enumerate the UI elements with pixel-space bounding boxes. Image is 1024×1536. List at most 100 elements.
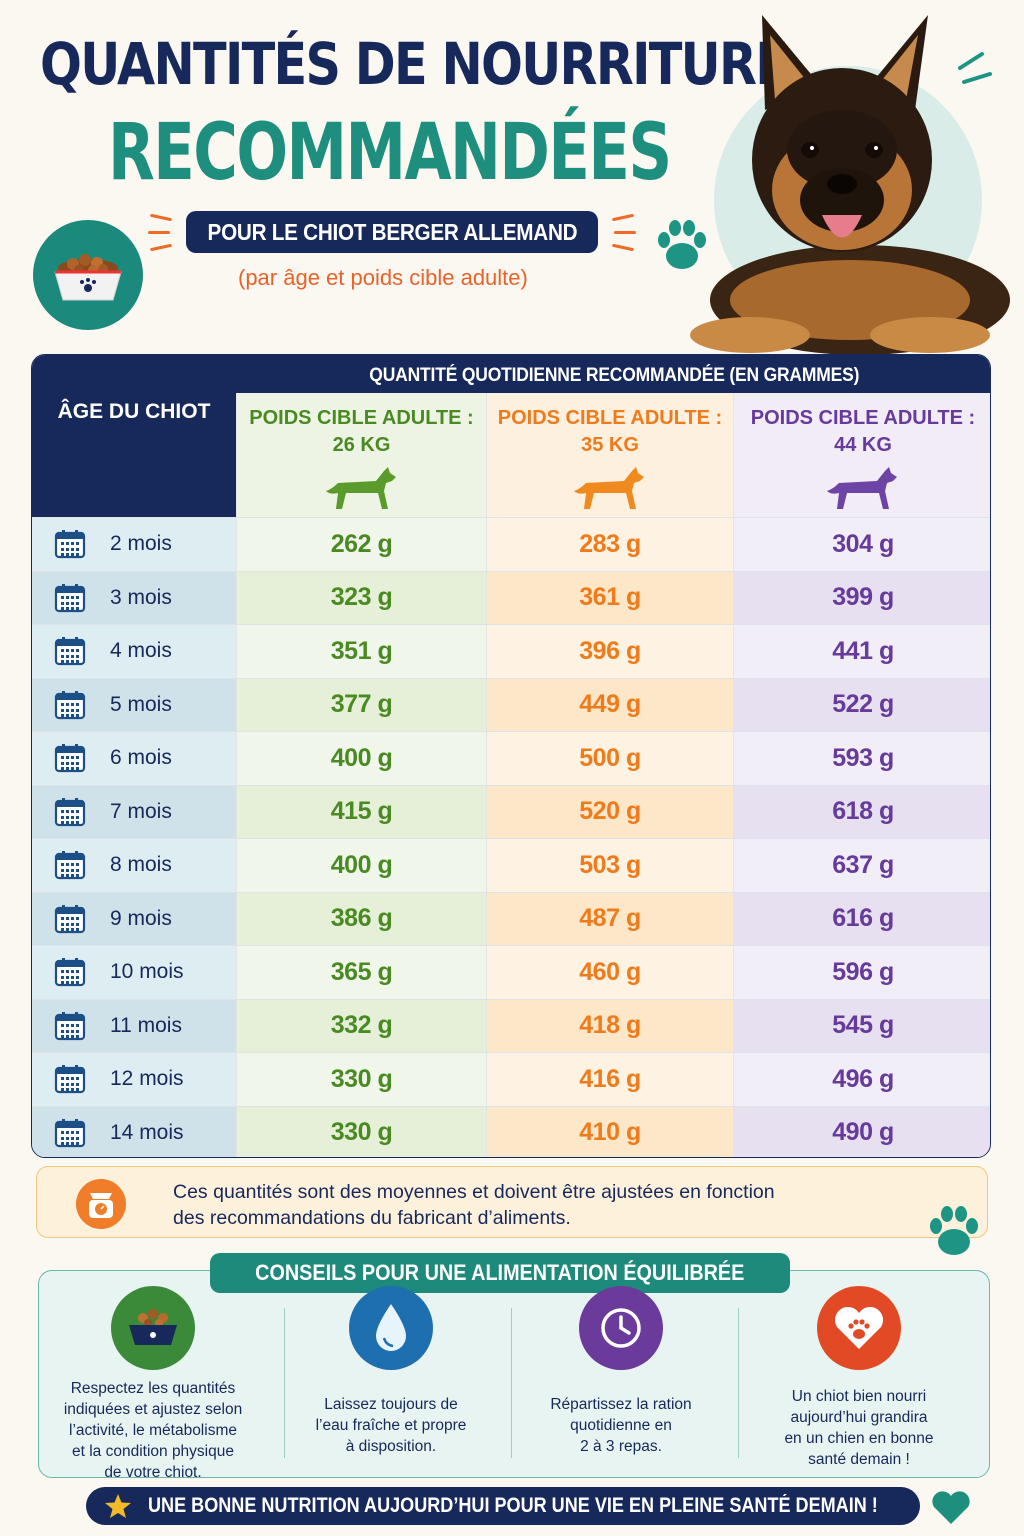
value-cell-44kg: 490 g bbox=[733, 1106, 990, 1157]
value-cell-44kg: 593 g bbox=[733, 732, 990, 785]
accent-dash bbox=[149, 243, 173, 252]
kitchen-scale-icon bbox=[89, 1193, 113, 1218]
calendar-icon bbox=[54, 690, 86, 719]
value-35kg: 416 g bbox=[579, 1064, 641, 1093]
value-cell-35kg: 460 g bbox=[486, 946, 733, 999]
value-cell-35kg: 283 g bbox=[486, 518, 733, 571]
table-row: 14 mois 330 g 410 g 490 g bbox=[32, 1105, 990, 1157]
value-26kg: 262 g bbox=[330, 529, 393, 558]
value-44kg: 490 g bbox=[832, 1118, 894, 1147]
tip-line: indiquées et ajustez selon bbox=[63, 1401, 243, 1418]
tip-line: santé demain ! bbox=[808, 1451, 910, 1468]
column-weight: 26 KG bbox=[332, 434, 391, 456]
value-26kg: 330 g bbox=[330, 1118, 393, 1147]
calendar-icon bbox=[54, 530, 86, 559]
value-cell-26kg: 330 g bbox=[236, 1053, 486, 1106]
value-35kg: 410 g bbox=[579, 1118, 641, 1147]
paw-icon bbox=[930, 1206, 978, 1255]
value-44kg: 637 g bbox=[832, 850, 894, 879]
table-row: 5 mois 377 g 449 g 522 g bbox=[32, 677, 990, 731]
calendar-icon bbox=[54, 637, 86, 666]
age-cell: 6 mois bbox=[32, 732, 236, 785]
age-label: 12 mois bbox=[110, 1067, 184, 1091]
age-cell: 4 mois bbox=[32, 625, 236, 678]
value-cell-35kg: 416 g bbox=[486, 1053, 733, 1106]
accent-strokes-icon bbox=[958, 52, 992, 84]
column-weight: 35 KG bbox=[581, 434, 639, 456]
value-35kg: 283 g bbox=[579, 529, 641, 558]
table-row: 10 mois 365 g 460 g 596 g bbox=[32, 945, 990, 999]
table-row: 3 mois 323 g 361 g 399 g bbox=[32, 570, 990, 624]
age-label: 6 mois bbox=[110, 746, 172, 770]
table-row: 6 mois 400 g 500 g 593 g bbox=[32, 731, 990, 785]
value-35kg: 361 g bbox=[579, 583, 641, 612]
tip-line: de votre chiot. bbox=[104, 1464, 202, 1481]
value-44kg: 399 g bbox=[832, 583, 894, 612]
tip-3: Répartissez la ration quotidienne en 2 à… bbox=[508, 1286, 734, 1457]
subtitle-note: (par âge et poids cible adulte) bbox=[238, 265, 528, 290]
value-cell-35kg: 520 g bbox=[486, 785, 733, 838]
value-26kg: 415 g bbox=[330, 797, 393, 826]
value-44kg: 593 g bbox=[832, 743, 894, 772]
value-26kg: 323 g bbox=[330, 583, 393, 612]
age-column-header: ÂGE DU CHIOT bbox=[32, 355, 236, 517]
calendar-icon bbox=[54, 851, 86, 880]
value-cell-26kg: 351 g bbox=[236, 625, 486, 678]
calendar-icon bbox=[54, 744, 86, 773]
value-cell-44kg: 618 g bbox=[733, 785, 990, 838]
value-cell-44kg: 496 g bbox=[733, 1053, 990, 1106]
value-44kg: 496 g bbox=[832, 1064, 894, 1093]
tips-title: CONSEILS POUR UNE ALIMENTATION ÉQUILIBRÉ… bbox=[210, 1253, 790, 1293]
age-label: 14 mois bbox=[110, 1120, 184, 1144]
value-cell-26kg: 400 g bbox=[236, 839, 486, 892]
value-cell-26kg: 415 g bbox=[236, 785, 486, 838]
divider bbox=[738, 1308, 739, 1458]
value-cell-44kg: 596 g bbox=[733, 946, 990, 999]
value-35kg: 460 g bbox=[579, 957, 641, 986]
info-note: Ces quantités sont des moyennes et doive… bbox=[36, 1166, 988, 1238]
value-cell-35kg: 396 g bbox=[486, 625, 733, 678]
quantity-group-header: QUANTITÉ QUOTIDIENNE RECOMMANDÉE (EN GRA… bbox=[236, 355, 990, 393]
table-row: 2 mois 262 g 283 g 304 g bbox=[32, 517, 990, 571]
dog-silhouette-icon bbox=[827, 467, 897, 509]
tip-icon-circle bbox=[817, 1286, 901, 1370]
table-row: 9 mois 386 g 487 g 616 g bbox=[32, 891, 990, 945]
dog-silhouette-icon bbox=[325, 467, 396, 509]
value-44kg: 304 g bbox=[832, 529, 894, 558]
divider bbox=[284, 1308, 285, 1458]
age-cell: 9 mois bbox=[32, 892, 236, 945]
value-cell-44kg: 545 g bbox=[733, 999, 990, 1052]
value-cell-26kg: 365 g bbox=[236, 946, 486, 999]
value-cell-26kg: 400 g bbox=[236, 732, 486, 785]
heart-icon bbox=[932, 1491, 970, 1524]
age-cell: 11 mois bbox=[32, 999, 236, 1052]
age-label: 9 mois bbox=[110, 906, 172, 930]
accent-dash bbox=[611, 213, 635, 222]
value-cell-35kg: 500 g bbox=[486, 732, 733, 785]
heart-paw-icon bbox=[834, 1306, 884, 1349]
note-text: Ces quantités sont des moyennes et doive… bbox=[173, 1179, 775, 1231]
food-bowl-icon bbox=[54, 254, 122, 301]
note-line: des recommandations du fabricant d’alime… bbox=[173, 1207, 571, 1229]
value-26kg: 400 g bbox=[330, 850, 393, 879]
value-cell-26kg: 377 g bbox=[236, 678, 486, 731]
value-26kg: 365 g bbox=[330, 957, 393, 986]
note-line: Ces quantités sont des moyennes et doive… bbox=[173, 1181, 775, 1203]
tip-line: 2 à 3 repas. bbox=[580, 1438, 662, 1455]
value-26kg: 377 g bbox=[330, 690, 393, 719]
tip-1: Respectez les quantités indiquées et aju… bbox=[40, 1286, 266, 1483]
value-cell-26kg: 386 g bbox=[236, 892, 486, 945]
calendar-icon bbox=[54, 958, 86, 987]
clock-icon bbox=[601, 1308, 641, 1348]
value-35kg: 418 g bbox=[579, 1011, 641, 1040]
tip-icon-circle bbox=[111, 1286, 195, 1370]
water-drop-icon bbox=[376, 1304, 406, 1351]
column-weight: 44 KG bbox=[834, 434, 892, 456]
column-header-35kg: POIDS CIBLE ADULTE : 35 KG bbox=[486, 393, 733, 517]
age-cell: 10 mois bbox=[32, 946, 236, 999]
puppy-photo bbox=[690, 15, 1010, 355]
value-cell-44kg: 399 g bbox=[733, 571, 990, 624]
value-cell-44kg: 304 g bbox=[733, 518, 990, 571]
column-label: POIDS CIBLE ADULTE : bbox=[750, 407, 976, 429]
age-label: 11 mois bbox=[110, 1013, 182, 1037]
